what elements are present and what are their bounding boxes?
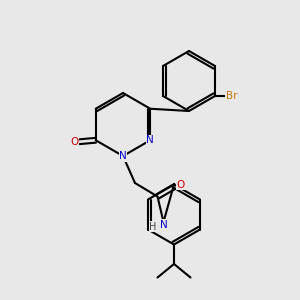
Text: Br: Br — [226, 91, 237, 101]
Text: N: N — [160, 220, 167, 230]
Text: O: O — [177, 179, 185, 190]
Text: N: N — [146, 135, 154, 145]
Text: H: H — [149, 221, 157, 232]
Text: O: O — [70, 137, 79, 147]
Text: N: N — [119, 151, 127, 161]
